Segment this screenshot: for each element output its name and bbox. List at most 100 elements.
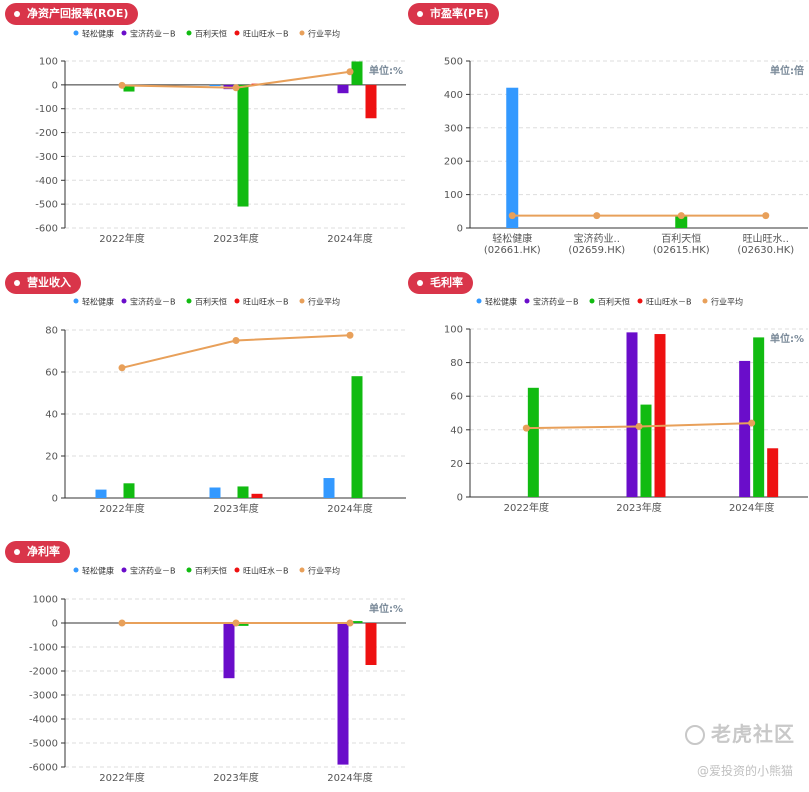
legend-marker-icon: [121, 30, 127, 36]
bar: [209, 487, 221, 498]
average-point: [593, 212, 601, 220]
y-tick-label: 60: [450, 392, 463, 403]
average-point: [118, 364, 126, 372]
watermark-brand-text: 老虎社区: [711, 722, 795, 746]
y-tick-label: 0: [52, 619, 58, 630]
bar: [351, 61, 363, 85]
bar: [251, 493, 263, 498]
unit-label: 单位:%: [369, 64, 403, 77]
watermark-author: @爱投资的小熊猫: [696, 764, 793, 778]
bar: [209, 84, 221, 87]
y-tick-label: -100: [35, 104, 58, 115]
bar: [506, 87, 519, 228]
y-tick-label: -5000: [29, 739, 58, 750]
legend-label: 行业平均: [308, 29, 340, 39]
x-tick-label: (02659.HK): [568, 245, 625, 256]
y-tick-label: 80: [45, 326, 58, 337]
roe-chart: 轻松健康 宝济药业－B 百利天恒 旺山旺水－B 行业平均 100 0 -100 -200 -300…: [35, 29, 407, 245]
unit-label: 单位:%: [770, 332, 804, 345]
bar: [365, 84, 377, 119]
bar: [323, 478, 335, 498]
legend-label: 宝济药业－B: [533, 297, 579, 307]
legend-label: 旺山旺水－B: [646, 297, 692, 307]
x-tick-label: 百利天恒: [661, 232, 701, 245]
legend-marker-icon: [637, 298, 643, 304]
bar: [337, 623, 349, 765]
legend-label: 百利天恒: [195, 566, 227, 576]
average-point: [232, 84, 240, 92]
legend-marker-icon: [186, 298, 192, 304]
pill-dot-icon: [417, 280, 423, 286]
y-tick-label: -300: [35, 152, 58, 163]
legend-marker-icon: [73, 567, 79, 573]
y-tick-label: 0: [52, 80, 58, 91]
y-tick-label: -4000: [29, 715, 58, 726]
legend-label: 轻松健康: [82, 29, 114, 39]
tiger-logo-icon: [685, 725, 705, 745]
bar: [95, 489, 107, 498]
legend-marker-icon: [476, 298, 482, 304]
y-tick-label: 0: [457, 224, 463, 235]
x-tick-label: 2023年度: [213, 771, 258, 784]
legend-label: 宝济药业－B: [130, 297, 176, 307]
bar: [640, 404, 652, 497]
y-tick-label: 300: [444, 123, 463, 134]
bar: [365, 623, 377, 665]
legend-marker-icon: [121, 567, 127, 573]
bar: [753, 337, 765, 497]
y-tick-label: -6000: [29, 763, 58, 774]
x-tick-label: 2023年度: [213, 232, 258, 245]
legend-marker-icon: [702, 298, 708, 304]
x-tick-label: 2024年度: [327, 771, 372, 784]
x-tick-label: 2022年度: [99, 771, 144, 784]
legend-marker-icon: [299, 30, 305, 36]
bar: [527, 387, 539, 497]
legend-label: 百利天恒: [195, 29, 227, 39]
gross-chart: 轻松健康 宝济药业－B 百利天恒 旺山旺水－B 行业平均 100 80 60 40 20 0 单位:%…: [444, 297, 808, 514]
y-tick-label: -200: [35, 128, 58, 139]
pe-title: 市盈率(PE): [430, 7, 489, 20]
average-point: [677, 212, 685, 220]
legend-label: 轻松健康: [82, 297, 114, 307]
revenue-chart-panel: 营业收入 轻松健康 宝济药业－B 百利天恒 旺山旺水－B 行业平均 80 60 40 20 0 20…: [0, 269, 407, 519]
average-point: [508, 212, 516, 220]
legend-marker-icon: [234, 30, 240, 36]
legend-label: 旺山旺水－B: [243, 29, 289, 39]
x-tick-label: 2024年度: [327, 232, 372, 245]
average-point: [118, 619, 126, 627]
x-tick-label: 2024年度: [729, 501, 774, 514]
y-tick-label: 100: [39, 57, 58, 68]
bar: [337, 84, 349, 94]
x-tick-label: (02661.HK): [484, 245, 541, 256]
pe-title-pill: 市盈率(PE): [408, 3, 499, 25]
x-tick-label: 2022年度: [99, 502, 144, 515]
gross-title-pill: 毛利率: [408, 272, 473, 294]
pe-chart-panel: 市盈率(PE) 500 400 300 200 100 0 单位:倍 轻松健康 (02661.H…: [403, 0, 809, 260]
x-tick-label: (02630.HK): [737, 245, 794, 256]
revenue-title: 营业收入: [27, 276, 71, 289]
bar: [351, 376, 363, 498]
average-point: [522, 424, 530, 432]
average-point: [118, 81, 126, 89]
average-point: [748, 419, 756, 427]
legend-label: 宝济药业－B: [130, 566, 176, 576]
y-tick-label: 20: [450, 459, 463, 470]
legend-marker-icon: [299, 298, 305, 304]
bar: [767, 448, 779, 497]
x-tick-label: 2022年度: [99, 232, 144, 245]
y-tick-label: 400: [444, 90, 463, 101]
bar: [237, 486, 249, 498]
y-tick-label: -500: [35, 200, 58, 211]
net-chart: 轻松健康 宝济药业－B 百利天恒 旺山旺水－B 行业平均 1000 0 -1000 -2000 -…: [29, 566, 407, 784]
x-tick-label: 宝济药业..: [574, 232, 620, 245]
average-point: [635, 422, 643, 430]
legend-marker-icon: [186, 567, 192, 573]
y-tick-label: 40: [450, 425, 463, 436]
y-tick-label: 80: [450, 358, 463, 369]
y-tick-label: -2000: [29, 667, 58, 678]
x-tick-label: 轻松健康: [492, 232, 532, 245]
y-tick-label: -400: [35, 176, 58, 187]
y-tick-label: 0: [52, 494, 58, 505]
legend-marker-icon: [121, 298, 127, 304]
pill-dot-icon: [14, 549, 20, 555]
